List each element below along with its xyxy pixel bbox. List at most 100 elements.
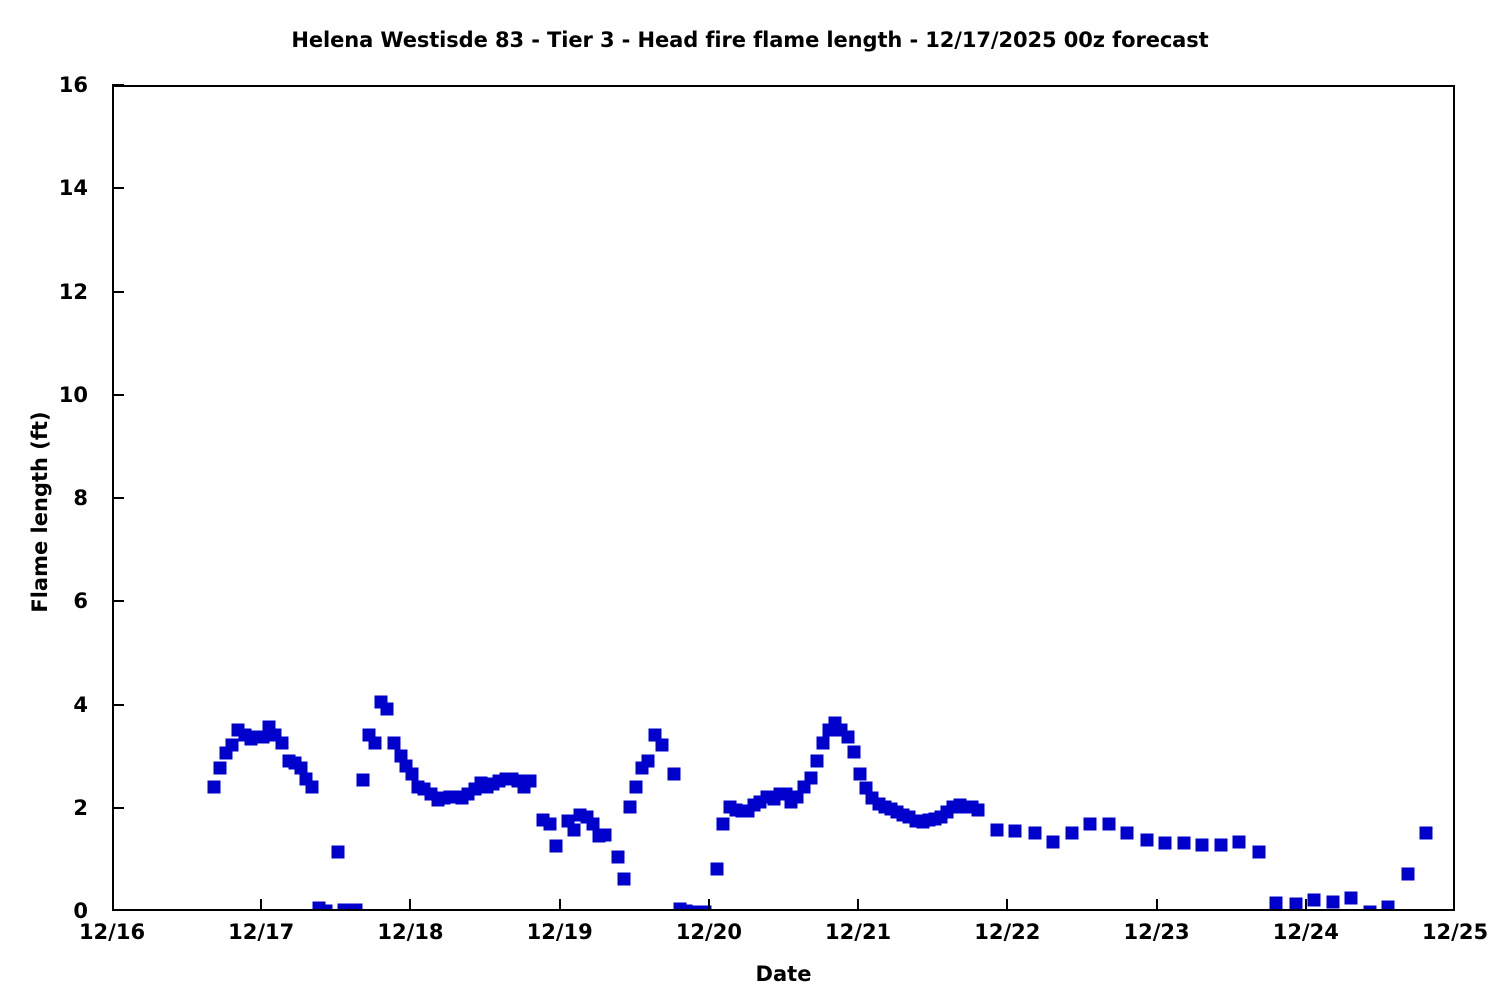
data-point-marker	[816, 736, 830, 750]
data-point-marker	[549, 839, 563, 853]
data-point-marker	[710, 862, 724, 876]
data-point-marker	[543, 817, 557, 831]
data-point-marker	[1344, 891, 1358, 904]
data-point-marker	[1326, 895, 1340, 909]
data-point-marker	[1401, 867, 1415, 881]
data-point-marker	[679, 904, 693, 909]
data-point-marker	[1381, 900, 1395, 909]
x-axis-tick-mark	[260, 899, 263, 911]
y-axis-tick-mark	[112, 187, 124, 190]
data-point-marker	[1363, 905, 1377, 909]
data-point-marker	[1046, 835, 1060, 849]
y-axis-tick-mark	[112, 393, 124, 396]
data-point-marker	[312, 901, 326, 909]
data-point-marker	[294, 761, 308, 775]
x-axis-tick-mark	[1155, 899, 1158, 911]
data-point-marker	[598, 828, 612, 842]
data-point-marker	[356, 773, 370, 787]
data-point-marker	[343, 903, 357, 909]
data-point-marker	[623, 800, 637, 814]
y-axis-tick-mark	[112, 84, 124, 86]
data-point-marker	[319, 904, 333, 909]
y-axis-tick-label: 12	[58, 279, 88, 304]
y-axis-tick-mark	[112, 703, 124, 706]
data-point-marker	[853, 767, 867, 781]
data-point-marker	[1214, 838, 1228, 852]
x-axis-tick-label: 12/25	[1421, 920, 1489, 944]
x-axis-label: Date	[755, 962, 812, 986]
data-point-marker	[611, 850, 625, 864]
y-axis-tick-label: 4	[73, 692, 88, 717]
data-point-marker	[387, 736, 401, 750]
y-axis-tick-label: 0	[73, 899, 88, 923]
y-axis-tick-label: 6	[73, 589, 88, 614]
x-axis-tick-label: 12/22	[974, 920, 1041, 944]
data-point-marker	[586, 817, 600, 831]
y-axis-tick-mark	[112, 806, 124, 809]
data-point-marker	[1158, 836, 1172, 850]
data-point-marker	[1008, 824, 1022, 838]
data-point-marker	[275, 736, 289, 750]
x-axis-tick-mark	[409, 899, 412, 911]
data-point-marker	[629, 780, 643, 794]
data-point-marker	[841, 730, 855, 744]
y-axis-tick-label: 16	[58, 73, 88, 97]
y-axis-tick-label: 14	[58, 176, 88, 201]
y-axis-tick-mark	[112, 600, 124, 603]
data-point-marker	[1140, 833, 1154, 847]
x-axis-tick-label: 12/23	[1123, 920, 1190, 944]
data-point-marker	[331, 845, 345, 859]
x-axis-tick-mark	[857, 899, 860, 911]
data-point-marker	[1269, 896, 1283, 909]
data-point-marker	[1289, 897, 1303, 909]
x-axis-tick-mark	[558, 899, 561, 911]
data-point-marker	[394, 749, 407, 763]
data-point-marker	[1419, 826, 1433, 840]
data-point-marker	[859, 781, 873, 795]
data-point-marker	[368, 736, 382, 750]
data-point-marker	[655, 738, 669, 752]
x-axis-tick-label: 12/24	[1272, 920, 1339, 944]
data-point-marker	[1120, 826, 1134, 840]
x-axis-tick-label: 12/18	[377, 920, 444, 944]
data-point-marker	[990, 823, 1004, 837]
data-point-marker	[698, 905, 712, 909]
data-point-marker	[256, 730, 270, 744]
data-point-marker	[810, 754, 824, 768]
data-point-marker	[1307, 893, 1321, 907]
data-point-marker	[305, 780, 319, 794]
chart-title: Helena Westisde 83 - Tier 3 - Head fire …	[291, 28, 1209, 52]
data-point-marker	[207, 780, 221, 794]
x-axis-tick-label: 12/21	[825, 920, 892, 944]
data-point-marker	[1083, 817, 1097, 831]
y-axis-label: Flame length (ft)	[28, 411, 52, 613]
data-point-marker	[847, 745, 861, 759]
data-point-marker	[1252, 845, 1266, 859]
x-axis-tick-label: 12/20	[675, 920, 742, 944]
data-point-marker	[1177, 836, 1191, 850]
y-axis-tick-label: 10	[58, 382, 88, 407]
data-point-marker	[641, 754, 655, 768]
x-axis-tick-mark	[1006, 899, 1009, 911]
scatter-series-layer	[114, 87, 1453, 909]
y-axis-tick-mark	[112, 497, 124, 499]
plot-area	[112, 85, 1455, 911]
data-point-marker	[667, 767, 681, 781]
y-axis-tick-label: 2	[73, 795, 88, 820]
data-point-marker	[567, 823, 581, 837]
data-point-marker	[213, 761, 227, 775]
data-point-marker	[716, 817, 730, 831]
data-point-marker	[617, 872, 631, 886]
data-point-marker	[405, 767, 419, 781]
x-axis-tick-mark	[707, 899, 710, 911]
data-point-marker	[1065, 826, 1079, 840]
data-point-marker	[1232, 835, 1246, 849]
data-point-marker	[971, 803, 985, 817]
data-point-marker	[1195, 838, 1209, 852]
data-point-marker	[380, 702, 394, 716]
data-point-marker	[804, 771, 818, 785]
data-point-marker	[685, 905, 699, 909]
y-axis-tick-label: 8	[73, 486, 88, 510]
data-point-marker	[523, 774, 537, 788]
